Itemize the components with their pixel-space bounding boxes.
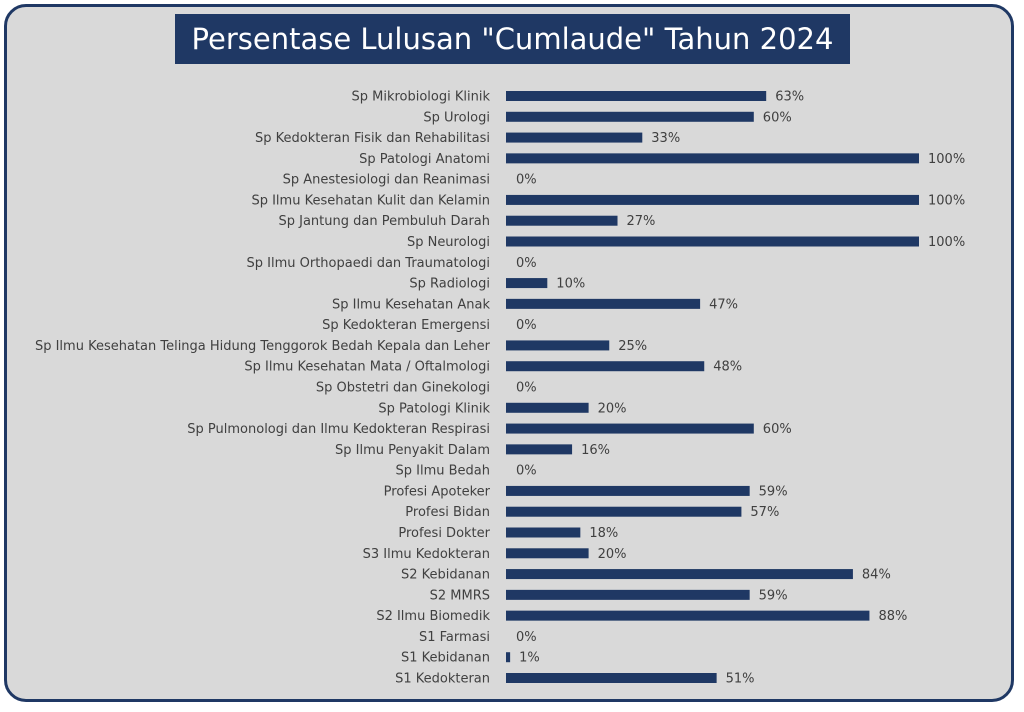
- category-label-sp-ilmu-kesehatan-telinga-hidung-tenggorok-bedah-kepala-dan-leher: Sp Ilmu Kesehatan Telinga Hidung Tenggor…: [35, 339, 491, 354]
- bar-s1-kebidanan: [506, 652, 511, 663]
- bar-sp-jantung-dan-pembuluh-darah: [506, 215, 618, 226]
- category-label-sp-pulmonologi-dan-ilmu-kedokteran-respirasi: Sp Pulmonologi dan Ilmu Kedokteran Respi…: [187, 422, 490, 437]
- bar-profesi-dokter: [506, 527, 581, 538]
- category-label-sp-radiologi: Sp Radiologi: [409, 277, 490, 292]
- value-label-sp-neurologi: 100%: [928, 235, 965, 250]
- category-label-sp-patologi-anatomi: Sp Patologi Anatomi: [359, 152, 490, 167]
- value-label-sp-pulmonologi-dan-ilmu-kedokteran-respirasi: 60%: [763, 422, 792, 437]
- bar-s3-ilmu-kedokteran: [506, 548, 589, 559]
- value-label-sp-mikrobiologi-klinik: 63%: [775, 90, 804, 105]
- category-label-sp-obstetri-dan-ginekologi: Sp Obstetri dan Ginekologi: [316, 381, 490, 396]
- category-label-s2-mmrs: S2 MMRS: [430, 588, 490, 603]
- bar-sp-mikrobiologi-klinik: [506, 91, 767, 101]
- category-label-sp-kedokteran-emergensi: Sp Kedokteran Emergensi: [322, 318, 490, 333]
- bar-sp-neurologi: [506, 236, 919, 247]
- value-label-s1-kebidanan: 1%: [519, 651, 540, 666]
- category-label-sp-ilmu-kesehatan-kulit-dan-kelamin: Sp Ilmu Kesehatan Kulit dan Kelamin: [251, 193, 490, 208]
- value-label-sp-obstetri-dan-ginekologi: 0%: [516, 381, 537, 396]
- category-label-sp-mikrobiologi-klinik: Sp Mikrobiologi Klinik: [351, 90, 490, 105]
- category-label-sp-ilmu-kesehatan-anak: Sp Ilmu Kesehatan Anak: [332, 297, 491, 312]
- bar-sp-radiologi: [506, 278, 548, 289]
- value-label-sp-urologi: 60%: [763, 110, 792, 125]
- category-label-s1-kedokteran: S1 Kedokteran: [395, 672, 490, 687]
- category-label-sp-anestesiologi-dan-reanimasi: Sp Anestesiologi dan Reanimasi: [283, 173, 490, 188]
- value-label-sp-patologi-anatomi: 100%: [928, 152, 965, 167]
- bar-profesi-apoteker: [506, 485, 750, 496]
- value-label-s2-kebidanan: 84%: [862, 568, 891, 583]
- category-label-s2-ilmu-biomedik: S2 Ilmu Biomedik: [376, 609, 490, 624]
- bar-sp-patologi-klinik: [506, 402, 589, 413]
- value-label-sp-anestesiologi-dan-reanimasi: 0%: [516, 173, 537, 188]
- category-label-sp-ilmu-orthopaedi-dan-traumatologi: Sp Ilmu Orthopaedi dan Traumatologi: [247, 256, 490, 271]
- category-label-sp-ilmu-bedah: Sp Ilmu Bedah: [396, 464, 491, 479]
- value-label-sp-patologi-klinik: 20%: [598, 401, 627, 416]
- value-label-sp-radiologi: 10%: [556, 277, 585, 292]
- bar-sp-ilmu-kesehatan-anak: [506, 298, 701, 309]
- value-label-sp-ilmu-kesehatan-anak: 47%: [709, 297, 738, 312]
- value-label-profesi-bidan: 57%: [750, 505, 779, 520]
- value-label-sp-ilmu-penyakit-dalam: 16%: [581, 443, 610, 458]
- value-label-sp-ilmu-bedah: 0%: [516, 464, 537, 479]
- value-label-s2-ilmu-biomedik: 88%: [878, 609, 907, 624]
- bar-sp-patologi-anatomi: [506, 153, 919, 164]
- category-label-sp-urologi: Sp Urologi: [423, 110, 490, 125]
- value-label-profesi-apoteker: 59%: [759, 484, 788, 499]
- value-label-sp-ilmu-kesehatan-kulit-dan-kelamin: 100%: [928, 193, 965, 208]
- category-label-profesi-bidan: Profesi Bidan: [405, 505, 490, 520]
- value-label-profesi-dokter: 18%: [589, 526, 618, 541]
- category-label-sp-kedokteran-fisik-dan-rehabilitasi: Sp Kedokteran Fisik dan Rehabilitasi: [255, 131, 490, 146]
- category-label-s1-farmasi: S1 Farmasi: [419, 630, 490, 645]
- bar-profesi-bidan: [506, 506, 742, 517]
- category-label-sp-jantung-dan-pembuluh-darah: Sp Jantung dan Pembuluh Darah: [278, 214, 490, 229]
- category-label-profesi-dokter: Profesi Dokter: [398, 526, 490, 541]
- bar-sp-ilmu-kesehatan-telinga-hidung-tenggorok-bedah-kepala-dan-leher: [506, 340, 610, 351]
- value-label-s1-kedokteran: 51%: [726, 672, 755, 687]
- value-label-sp-kedokteran-emergensi: 0%: [516, 318, 537, 333]
- value-label-sp-ilmu-orthopaedi-dan-traumatologi: 0%: [516, 256, 537, 271]
- bar-sp-ilmu-kesehatan-mata-oftalmologi: [506, 361, 705, 372]
- category-label-profesi-apoteker: Profesi Apoteker: [384, 484, 491, 499]
- chart-title: Persentase Lulusan "Cumlaude" Tahun 2024: [175, 14, 850, 64]
- category-label-sp-ilmu-penyakit-dalam: Sp Ilmu Penyakit Dalam: [335, 443, 490, 458]
- value-label-sp-kedokteran-fisik-dan-rehabilitasi: 33%: [651, 131, 680, 146]
- bar-s1-kedokteran: [506, 673, 717, 683]
- bar-sp-ilmu-kesehatan-kulit-dan-kelamin: [506, 194, 919, 205]
- bar-sp-urologi: [506, 111, 754, 122]
- category-label-s1-kebidanan: S1 Kebidanan: [401, 651, 490, 666]
- bar-sp-pulmonologi-dan-ilmu-kedokteran-respirasi: [506, 423, 754, 434]
- bar-sp-ilmu-penyakit-dalam: [506, 444, 573, 455]
- value-label-sp-jantung-dan-pembuluh-darah: 27%: [627, 214, 656, 229]
- value-label-s1-farmasi: 0%: [516, 630, 537, 645]
- bar-s2-kebidanan: [506, 569, 853, 580]
- category-label-sp-patologi-klinik: Sp Patologi Klinik: [378, 401, 490, 416]
- value-label-sp-ilmu-kesehatan-mata-oftalmologi: 48%: [713, 360, 742, 375]
- value-label-sp-ilmu-kesehatan-telinga-hidung-tenggorok-bedah-kepala-dan-leher: 25%: [618, 339, 647, 354]
- category-label-sp-neurologi: Sp Neurologi: [407, 235, 490, 250]
- value-label-s3-ilmu-kedokteran: 20%: [598, 547, 627, 562]
- value-label-s2-mmrs: 59%: [759, 588, 788, 603]
- category-label-sp-ilmu-kesehatan-mata-oftalmologi: Sp Ilmu Kesehatan Mata / Oftalmologi: [244, 360, 490, 375]
- bar-s2-mmrs: [506, 589, 750, 600]
- bar-sp-kedokteran-fisik-dan-rehabilitasi: [506, 132, 643, 143]
- category-label-s2-kebidanan: S2 Kebidanan: [401, 568, 490, 583]
- bar-s2-ilmu-biomedik: [506, 610, 870, 621]
- category-label-s3-ilmu-kedokteran: S3 Ilmu Kedokteran: [363, 547, 490, 562]
